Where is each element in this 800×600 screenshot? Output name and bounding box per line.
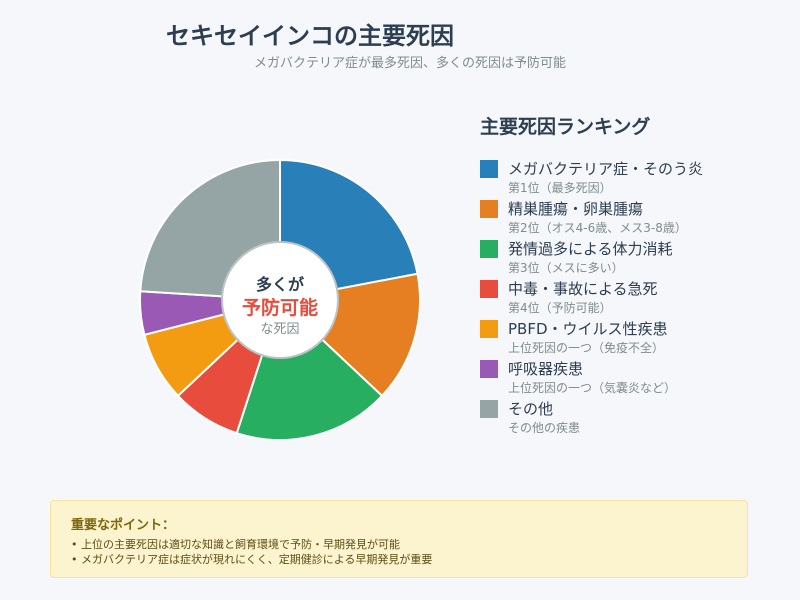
key-points-title: 重要なポイント： [71, 518, 176, 533]
legend-swatch [480, 160, 498, 178]
legend-sublabel: 上位死因の一つ（気嚢炎など） [508, 381, 677, 395]
legend-sublabel: 第1位（最多死因） [508, 181, 612, 195]
legend-swatch [480, 320, 498, 338]
donut-hole [221, 241, 339, 359]
legend-item: 呼吸器疾患上位死因の一つ（気嚢炎など） [480, 358, 780, 398]
legend-swatch [480, 200, 498, 218]
legend-swatch [480, 360, 498, 378]
legend-item: 中毒・事故による急死第4位（予防可能） [480, 278, 780, 318]
legend-swatch [480, 240, 498, 258]
legend-swatch [480, 400, 498, 418]
legend-sublabel: 第4位（予防可能） [508, 301, 612, 315]
legend-sublabel: その他の疾患 [508, 421, 581, 435]
legend-sublabel: 上位死因の一つ（免疫不全） [508, 341, 665, 355]
legend-item: 精巣腫瘍・卵巣腫瘍第2位（オス4-6歳、メス3-8歳） [480, 198, 780, 238]
key-point-item: • 上位の主要死因は適切な知識と飼育環境で予防・早期発見が可能 [71, 538, 400, 551]
legend-label: 呼吸器疾患 [508, 360, 584, 378]
center-label-line2: 予防可能 [242, 296, 318, 319]
legend-label: メガバクテリア症・そのう炎 [508, 160, 704, 178]
center-label-line1: 多くが [256, 275, 304, 294]
legend-item: PBFD・ウイルス性疾患上位死因の一つ（免疫不全） [480, 318, 780, 358]
legend-title: 主要死因ランキング [480, 116, 651, 138]
key-points-list: • 上位の主要死因は適切な知識と飼育環境で予防・早期発見が可能 • メガバクテリ… [71, 537, 432, 567]
legend: メガバクテリア症・そのう炎 第1位（最多死因） 精巣腫瘍・卵巣腫瘍 第2位（オス4-6… [480, 158, 780, 438]
legend-swatch [480, 280, 498, 298]
chart-subtitle: メガバクテリア症が最多死因、多くの死因は予防可能 [253, 56, 566, 71]
legend-item: メガバクテリア症・そのう炎第1位（最多死因） [480, 158, 780, 198]
legend-label: PBFD・ウイルス性疾患 [508, 320, 668, 338]
legend-label: 中毒・事故による急死 [508, 280, 658, 298]
key-points-box: 重要なポイント： • 上位の主要死因は適切な知識と飼育環境で予防・早期発見が可能… [50, 500, 748, 578]
legend-label: 発情過多による体力消耗 [508, 240, 673, 258]
legend-label: その他 [508, 400, 554, 418]
legend-item: その他 その他の疾患 [480, 398, 780, 438]
key-point-item: • メガバクテリア症は症状が現れにくく、定期健診による早期発見が重要 [71, 553, 433, 566]
legend-label: 精巣腫瘍・卵巣腫瘍 [508, 200, 644, 218]
legend-sublabel: 第3位（メスに多い） [508, 261, 624, 275]
center-label-line3: な死因 [260, 322, 299, 337]
chart-title: セキセイインコの主要死因 [166, 22, 454, 50]
pie-chart: 多くが 予防可能 な死因 [139, 158, 421, 441]
legend-item: 発情過多による体力消耗第3位（メスに多い） [480, 238, 780, 278]
legend-sublabel: 第2位（オス4-6歳、メス3-8歳） [508, 221, 687, 235]
